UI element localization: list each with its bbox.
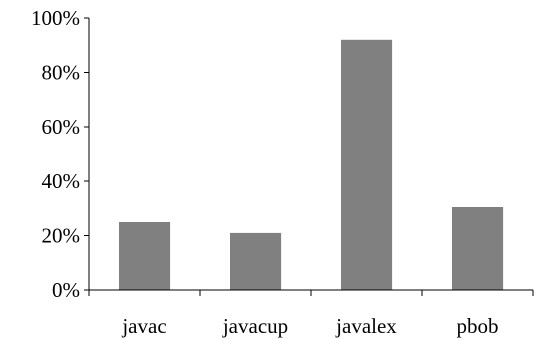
y-tick-label: 80%: [42, 60, 81, 84]
bar-javac: [119, 222, 171, 290]
x-category-label: javacup: [222, 314, 288, 338]
y-tick-label: 60%: [42, 115, 81, 139]
bar-pbob: [452, 207, 504, 290]
y-tick-label: 40%: [42, 169, 81, 193]
x-category-label: pbob: [457, 314, 499, 338]
y-tick-label: 100%: [31, 6, 80, 30]
bar-javalex: [341, 39, 393, 290]
y-tick-label: 20%: [42, 224, 81, 248]
y-ticks-group: 0% 20% 40% 60% 80% 100%: [31, 6, 89, 302]
x-ticks-group: javac javacup javalex pbob: [88, 290, 534, 338]
y-tick-label: 0%: [52, 278, 80, 302]
bars-group: [119, 39, 504, 290]
bar-javacup: [230, 232, 282, 290]
x-category-label: javalex: [335, 314, 397, 338]
x-category-label: javac: [121, 314, 166, 338]
